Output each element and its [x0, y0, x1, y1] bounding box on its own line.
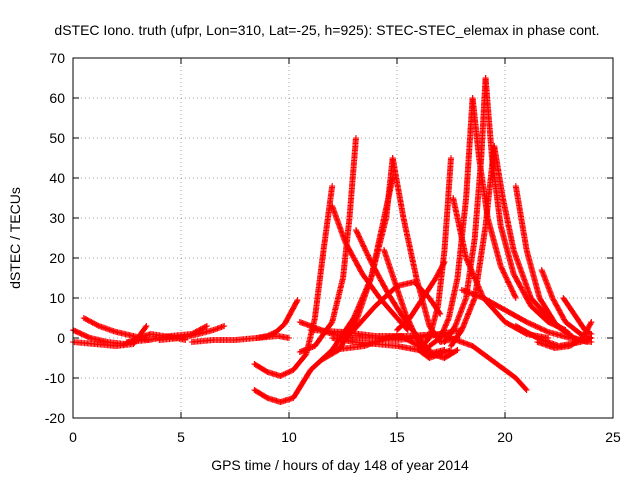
- data-points: [482, 75, 569, 333]
- series-decay-19: [482, 75, 569, 333]
- series-pass-09-10: [253, 297, 301, 341]
- x-tick-label: 15: [389, 429, 405, 445]
- y-tick-label: 20: [49, 250, 65, 266]
- series-decay-12: [329, 203, 411, 333]
- x-tick-label: 10: [281, 429, 297, 445]
- x-tick-label: 20: [497, 429, 513, 445]
- series-night-5: [156, 323, 228, 343]
- data-points: [329, 203, 411, 333]
- chart-title: dSTEC Iono. truth (ufpr, Lon=310, Lat=-2…: [54, 22, 599, 38]
- x-tick-label: 25: [605, 429, 621, 445]
- series-low-end: [512, 323, 595, 349]
- data-points: [415, 155, 454, 353]
- tick-label-layer: 0 5 10 15 20 25 -20 -10 0 10 20 30 40 50 60 70: [45, 50, 621, 445]
- data-points: [512, 183, 591, 345]
- x-axis-label: GPS time / hours of day 148 of year 2014: [211, 457, 469, 473]
- y-tick-label: 60: [49, 90, 65, 106]
- y-tick-label: -10: [45, 370, 65, 386]
- data-points: [156, 323, 228, 343]
- series-decay-18: [469, 95, 519, 301]
- series-pass-12: [251, 183, 336, 379]
- y-tick-label: 0: [57, 330, 65, 346]
- data-points: [253, 297, 301, 341]
- y-tick-label: 10: [49, 290, 65, 306]
- y-axis-label: dSTEC / TECUs: [7, 187, 23, 289]
- series-pass-14-15: [251, 155, 396, 405]
- data-points: [251, 155, 396, 405]
- x-tick-label: 0: [69, 429, 77, 445]
- y-tick-label: 40: [49, 170, 65, 186]
- y-tick-label: -20: [45, 410, 65, 426]
- plot-frame: [72, 57, 614, 419]
- y-tick-label: 70: [49, 50, 65, 66]
- y-tick-label: 50: [49, 130, 65, 146]
- y-tick-label: 30: [49, 210, 65, 226]
- data-layer: [70, 75, 595, 405]
- data-points: [512, 323, 595, 349]
- data-points: [251, 183, 336, 379]
- x-tick-label: 5: [177, 429, 185, 445]
- series-peak-20-21: [512, 183, 591, 345]
- series-peak-17: [415, 155, 454, 353]
- data-points: [469, 95, 519, 301]
